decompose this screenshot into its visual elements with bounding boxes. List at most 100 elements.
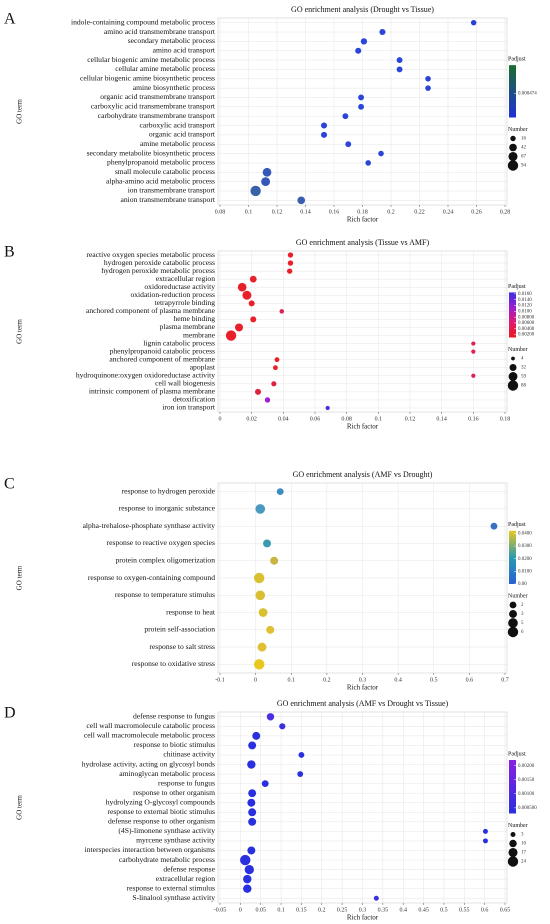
dot — [250, 185, 261, 197]
x-tick-label: 0.2 — [387, 209, 395, 215]
chart-title: GO enrichment analysis (Tissue vs AMF) — [296, 238, 430, 247]
x-tick-label: 0.18 — [500, 416, 511, 422]
size-key — [509, 839, 517, 848]
size-key — [509, 143, 517, 152]
panel-label: A — [4, 11, 16, 28]
x-tick-label: 0.25 — [337, 907, 348, 913]
x-tick-label: 0.2 — [323, 677, 331, 683]
x-tick-label: 0.15 — [296, 907, 307, 913]
colorbar-label: 0.00200 — [518, 764, 535, 769]
dot — [266, 625, 275, 634]
dot — [237, 282, 247, 292]
dot — [298, 752, 305, 758]
size-label: 3 — [521, 612, 524, 617]
colorbar-label: 0.000500 — [518, 806, 537, 811]
size-label: 24 — [521, 860, 527, 865]
x-tick-label: 0.02 — [246, 416, 257, 422]
colorbar-label: 0.00100 — [518, 792, 535, 797]
size-key — [508, 372, 518, 381]
y-tick-label: defense response — [163, 864, 215, 873]
y-tick-label: heme binding — [173, 314, 215, 323]
x-axis-label: Rich factor — [347, 216, 379, 224]
size-key — [510, 832, 516, 837]
legend-title: Padjust — [508, 751, 526, 757]
x-tick-label: 0.04 — [278, 416, 289, 422]
y-tick-label: anchored component of membrane — [109, 354, 215, 363]
dot — [342, 113, 349, 120]
dot — [250, 316, 257, 323]
colorbar-label: 0.00200 — [518, 333, 535, 338]
y-tick-label: hydrogen peroxide catabolic process — [104, 258, 215, 267]
y-tick-label: aminoglycan metabolic process — [119, 769, 215, 778]
y-tick-label: phenylpropanoid catabolic process — [110, 346, 215, 355]
colorbar-label: 0.0100 — [518, 309, 532, 314]
dot — [279, 309, 285, 314]
dot — [247, 760, 256, 769]
size-label: 16 — [521, 137, 527, 142]
y-tick-label: organic acid transport — [149, 130, 216, 139]
dot — [255, 504, 266, 514]
y-axis-label: GO term — [16, 565, 24, 590]
panel-label: C — [4, 476, 15, 493]
y-tick-label: oxidation-reduction process — [130, 290, 215, 299]
x-axis-label: Rich factor — [347, 914, 379, 922]
dot — [248, 808, 257, 817]
y-tick-label: apoplast — [190, 362, 216, 371]
dot — [261, 780, 269, 788]
colorbar-label: 0.000474 — [518, 92, 537, 97]
y-tick-label: myrcene synthase activity — [136, 836, 215, 845]
colorbar — [509, 65, 516, 118]
chart-title: GO enrichment analysis (AMF vs Drought) — [293, 470, 433, 479]
y-tick-label: response to oxidative stress — [132, 659, 215, 668]
y-tick-label: defense response to other organism — [108, 817, 215, 826]
x-tick-label: 0.5 — [440, 907, 448, 913]
x-tick-label: 0 — [239, 907, 242, 913]
colorbar-label: 0.00150 — [518, 778, 535, 783]
y-tick-label: tetrapyrrole binding — [154, 298, 215, 307]
chart-title: GO enrichment analysis (AMF vs Drought v… — [277, 699, 449, 708]
y-tick-label: response to salt stress — [149, 642, 215, 651]
y-tick-label: phenylpropanoid metabolic process — [107, 158, 215, 167]
y-tick-label: hydrolase activity, acting on glycosyl b… — [82, 759, 215, 768]
y-tick-label: S-linalool synthase activity — [132, 893, 215, 902]
dot — [253, 572, 265, 584]
x-axis-label: Rich factor — [347, 684, 379, 692]
size-label: 32 — [521, 366, 527, 371]
dot — [365, 160, 371, 166]
dot — [244, 864, 254, 875]
x-tick-label: 0.12 — [272, 209, 283, 215]
colorbar-label: 0.00400 — [518, 327, 535, 332]
y-tick-label: response to reactive oxygen species — [107, 538, 215, 547]
y-tick-label: extracellular region — [156, 274, 215, 283]
dot — [247, 798, 256, 807]
y-tick-label: response to external stimulus — [127, 883, 215, 892]
dot — [252, 731, 261, 740]
dot — [355, 47, 362, 54]
y-tick-label: response to oxygen-containing compound — [88, 573, 215, 582]
dot — [379, 28, 386, 36]
y-tick-label: amine metabolic process — [140, 139, 215, 148]
colorbar-label: 0.0140 — [518, 298, 532, 303]
dot — [248, 300, 255, 307]
size-label: 10 — [521, 842, 527, 847]
dot — [358, 103, 365, 110]
x-tick-label: 0.5 — [430, 677, 438, 683]
y-tick-label: cellular amine metabolic process — [115, 64, 215, 73]
dot — [320, 131, 328, 138]
plot-area — [217, 250, 508, 413]
x-tick-label: 0 — [219, 416, 222, 422]
size-label: 59 — [521, 375, 527, 380]
dot — [471, 349, 476, 354]
legend-title: Number — [508, 127, 528, 133]
y-tick-label: (4S)-limonene synthase activity — [118, 826, 215, 835]
dot — [325, 405, 330, 411]
dot — [276, 488, 284, 496]
size-key — [507, 380, 519, 391]
size-label: 6 — [521, 630, 524, 635]
dot — [261, 177, 271, 187]
y-tick-label: defense response to fungus — [133, 712, 215, 721]
x-tick-label: 0.22 — [414, 209, 425, 215]
dot — [234, 323, 244, 332]
x-tick-label: 0.14 — [436, 416, 447, 422]
x-tick-label: -0.05 — [214, 907, 227, 913]
